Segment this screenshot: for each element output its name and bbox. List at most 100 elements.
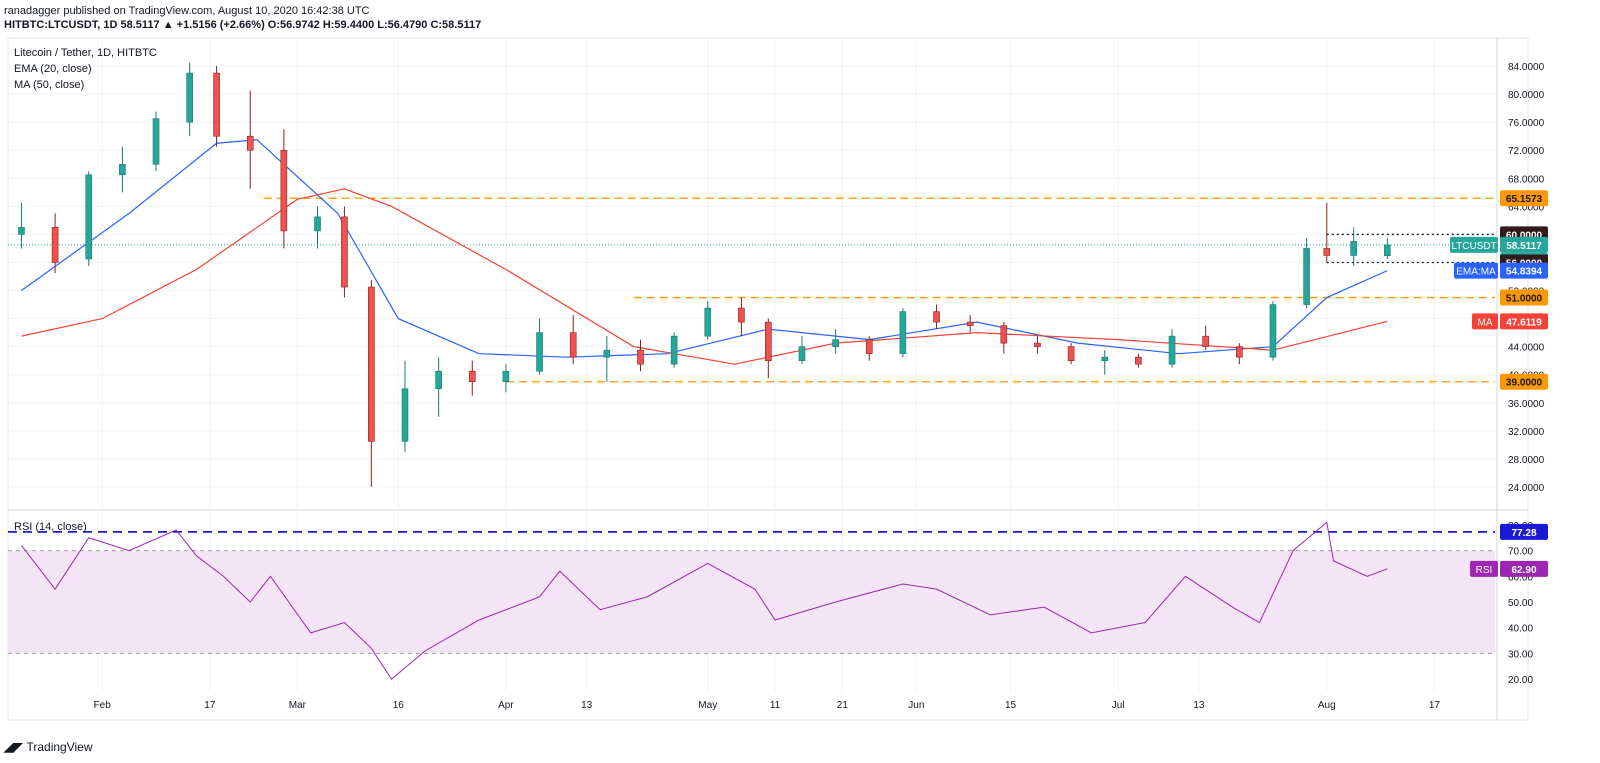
last-price-label: 58.5117 xyxy=(1506,241,1542,252)
time-tick-label: Aug xyxy=(1318,700,1336,711)
rsi-tick-label: 60.00 xyxy=(1508,572,1533,583)
rsi-value-label-bg xyxy=(1500,560,1548,577)
ema-value-label: 54.8394 xyxy=(1506,267,1543,278)
price-labels: 65.157360.000058.511707:17:2756.000054.8… xyxy=(1450,190,1548,577)
candle-body xyxy=(51,227,59,263)
candle-body xyxy=(899,311,907,354)
time-tick-label: 17 xyxy=(204,700,216,711)
candle-body xyxy=(18,227,25,235)
candle-body xyxy=(1236,346,1243,358)
time-tick-label: 13 xyxy=(1193,700,1205,711)
candle-body xyxy=(1135,356,1142,365)
ema-legend: EMA (20, close) xyxy=(14,63,92,75)
candle-body xyxy=(435,370,442,390)
candle-body xyxy=(536,332,543,372)
price-tick-label: 84.0000 xyxy=(1508,62,1545,73)
rsi-tick-label: 20.00 xyxy=(1508,675,1533,686)
candle-body xyxy=(1101,356,1109,361)
ema-ma-tag: EMA:MA xyxy=(1456,267,1496,278)
candle-body xyxy=(341,216,348,288)
time-tick-label: 21 xyxy=(837,700,849,711)
candle-body xyxy=(1303,248,1310,305)
rsi-tag: RSI xyxy=(1476,565,1493,576)
candle-body xyxy=(213,72,220,137)
rsi-value-label: 62.90 xyxy=(1511,565,1536,576)
candle-body xyxy=(502,370,510,383)
level-label-51-bg xyxy=(1500,289,1548,306)
publisher-line: ranadagger published on TradingView.com,… xyxy=(4,5,370,17)
time-tick-label: Jun xyxy=(908,700,924,711)
quote-line: HITBTC:LTCUSDT, 1D 58.5117 ▲ +1.5156 (+2… xyxy=(4,19,482,31)
candle-body xyxy=(1168,335,1176,365)
price-tick-label: 80.0000 xyxy=(1508,90,1545,101)
ma-value-label-bg xyxy=(1500,313,1548,330)
last-price-symbol-tag-bg xyxy=(1450,236,1498,253)
candle-body xyxy=(1269,304,1277,358)
time-tick-label: Mar xyxy=(289,700,307,711)
level-label-51: 51.0000 xyxy=(1506,294,1543,305)
candle-body xyxy=(1350,241,1358,256)
tradingview-brand: TradingView xyxy=(26,740,93,754)
last-price-symbol-tag: LTCUSDT xyxy=(1451,241,1496,252)
chart-legend: Litecoin / Tether, 1D, HITBTC EMA (20, c… xyxy=(14,47,157,533)
time-tick-label: May xyxy=(698,700,717,711)
grid xyxy=(8,38,1528,720)
time-tick-label: Feb xyxy=(94,700,112,711)
chart-header: ranadagger published on TradingView.com,… xyxy=(4,4,481,32)
candle-body xyxy=(738,307,745,323)
ma-tag-bg xyxy=(1472,313,1498,330)
rsi-tick-label: 50.00 xyxy=(1508,598,1533,609)
price-tick-label: 72.0000 xyxy=(1508,146,1545,157)
candle-body xyxy=(314,216,321,232)
ema-ma-tag-bg xyxy=(1454,262,1498,279)
price-tick-label: 64.0000 xyxy=(1508,202,1545,213)
candle-body xyxy=(603,349,611,358)
ema-value-label-bg xyxy=(1500,262,1548,279)
rsi-overbought-label: 77.28 xyxy=(1511,528,1536,539)
time-tick-label: 13 xyxy=(581,700,593,711)
price-tick-label: 68.0000 xyxy=(1508,174,1545,185)
tradingview-logo[interactable]: ◢◤ TradingView xyxy=(4,740,93,754)
candle-body xyxy=(119,163,126,176)
level-label-65-bg xyxy=(1500,190,1548,207)
candle-body xyxy=(1034,342,1041,347)
candle-body xyxy=(186,72,193,123)
candle-body xyxy=(246,135,254,151)
time-tick-label: 16 xyxy=(393,700,405,711)
horizontal-levels xyxy=(8,197,1495,383)
price-tick-label: 24.0000 xyxy=(1508,483,1545,494)
price-tick-label: 36.0000 xyxy=(1508,399,1545,410)
rsi-tick-label: 40.00 xyxy=(1508,624,1533,635)
rsi-pane xyxy=(8,521,1495,680)
candle-body xyxy=(832,339,839,347)
candle-body xyxy=(637,349,644,365)
time-axis[interactable]: Feb 17 Mar 16 Apr 13 May 11 21 Jun 15 Jul 13 Aug 17 xyxy=(94,700,1441,711)
candle-body xyxy=(468,370,476,383)
time-tick-label: 11 xyxy=(770,700,781,711)
rsi-band xyxy=(8,550,1495,654)
candle-body xyxy=(670,335,678,365)
ema-20-line xyxy=(21,139,1388,358)
level-label-39: 39.0000 xyxy=(1506,378,1543,389)
rsi-title: RSI (14, close) xyxy=(14,521,87,533)
candle-body xyxy=(401,388,409,442)
candle-body xyxy=(1067,346,1075,361)
candle-body xyxy=(765,321,772,361)
tradingview-logo-icon: ◢◤ xyxy=(4,740,23,754)
candle-body xyxy=(704,307,712,337)
ma-legend: MA (50, close) xyxy=(14,79,84,91)
ma-value-label: 47.6119 xyxy=(1506,317,1542,328)
time-tick-label: 15 xyxy=(1005,700,1017,711)
candle-body xyxy=(865,339,873,354)
moving-averages xyxy=(21,139,1388,365)
rsi-line xyxy=(21,521,1388,680)
price-tick-label: 32.0000 xyxy=(1508,427,1545,438)
level-label-60: 60.0000 xyxy=(1506,230,1543,241)
time-tick-label: Jul xyxy=(1112,700,1125,711)
level-label-65: 65.1573 xyxy=(1506,194,1543,205)
chart-title: Litecoin / Tether, 1D, HITBTC xyxy=(14,47,157,59)
candle-body xyxy=(85,174,93,260)
rsi-tick-label: 70.00 xyxy=(1508,547,1533,558)
candle-body xyxy=(569,332,577,358)
